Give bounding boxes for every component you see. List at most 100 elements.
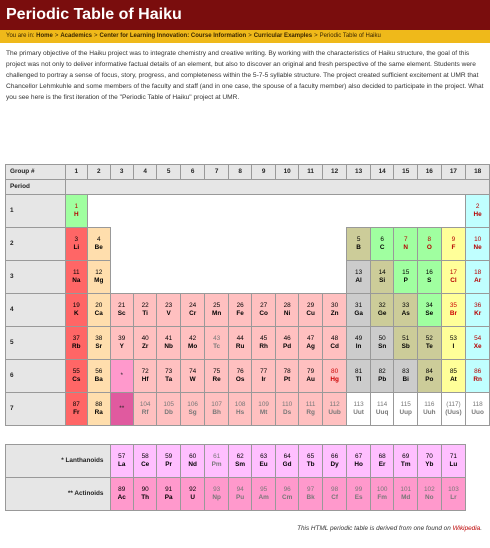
element-li[interactable]: 3 Li [64,227,89,261]
element-i[interactable]: 53 I [440,326,467,360]
element-ti[interactable]: 22 Ti [132,293,158,327]
element-zr[interactable]: 40 Zr [132,326,158,360]
element-fr[interactable]: 87 Fr [64,392,89,426]
element-po[interactable]: 84 Po [417,359,442,393]
element-tl[interactable]: 81 Tl [346,359,371,393]
element-mg[interactable]: 12 Mg [87,260,111,294]
breadcrumb-link[interactable]: Center for Learning Innovation: Course I… [99,33,247,39]
element-as[interactable]: 33 As [393,293,419,327]
element-nb[interactable]: 41 Nb [156,326,181,360]
element-rh[interactable]: 45 Rh [251,326,276,360]
element-w[interactable]: 74 W [179,359,206,393]
element-uup[interactable]: 115 Uup [393,392,419,426]
element-pd[interactable]: 46 Pd [274,326,300,360]
element-k[interactable]: 19 K [64,293,89,327]
element-sb[interactable]: 51 Sb [393,326,419,360]
element-ra[interactable]: 88 Ra [87,392,111,426]
element-cr[interactable]: 24 Cr [179,293,206,327]
element-ge[interactable]: 32 Ge [369,293,395,327]
element-nd[interactable]: 60 Nd [179,444,206,478]
element-gd[interactable]: 64 Gd [274,444,300,478]
element-sm[interactable]: 62 Sm [227,444,253,478]
element-os[interactable]: 76 Os [227,359,253,393]
element-uuo[interactable]: 118 Uuo [465,392,490,426]
element-cu[interactable]: 29 Cu [298,293,323,327]
element-v[interactable]: 23 V [156,293,181,327]
element-pa[interactable]: 91 Pa [156,477,181,511]
element-mo[interactable]: 42 Mo [179,326,206,360]
element-es[interactable]: 99 Es [346,477,371,511]
element-pt[interactable]: 78 Pt [274,359,300,393]
element-cf[interactable]: 98 Cf [321,477,348,511]
element-pu[interactable]: 94 Pu [227,477,253,511]
element-ne[interactable]: 10 Ne [465,227,490,261]
element-co[interactable]: 27 Co [251,293,276,327]
element-tb[interactable]: 65 Tb [298,444,323,478]
element-hg[interactable]: 80 Hg [321,359,348,393]
element-pb[interactable]: 82 Pb [369,359,395,393]
element-dy[interactable]: 66 Dy [321,444,348,478]
element-lr[interactable]: 103 Lr [440,477,467,511]
element-cl[interactable]: 17 Cl [440,260,467,294]
element-md[interactable]: 101 Md [393,477,419,511]
element-fe[interactable]: 26 Fe [227,293,253,327]
element-na[interactable]: 11 Na [64,260,89,294]
element-db[interactable]: 105 Db [156,392,181,426]
element-ho[interactable]: 67 Ho [346,444,371,478]
element-cm[interactable]: 96 Cm [274,477,300,511]
breadcrumb-link[interactable]: Academics [60,33,93,39]
element-la[interactable]: 57 La [109,444,134,478]
breadcrumb-link[interactable]: Home [36,33,53,39]
element-ds[interactable]: 110 Ds [274,392,300,426]
element-ba[interactable]: 56 Ba [87,359,111,393]
element-tm[interactable]: 69 Tm [393,444,419,478]
element-rg[interactable]: 111 Rg [298,392,323,426]
element-p[interactable]: 15 P [393,260,419,294]
element-tc[interactable]: 43 Tc [204,326,229,360]
element-bk[interactable]: 97 Bk [298,477,323,511]
element-ir[interactable]: 77 Ir [251,359,276,393]
element-ga[interactable]: 31 Ga [346,293,371,327]
element-he[interactable]: 2 He [465,194,490,228]
element-lu[interactable]: 71 Lu [440,444,467,478]
element-uuq[interactable]: 114 Uuq [369,392,395,426]
element-te[interactable]: 52 Te [417,326,442,360]
element-bh[interactable]: 107 Bh [204,392,229,426]
element-ta[interactable]: 73 Ta [156,359,181,393]
element-be[interactable]: 4 Be [87,227,111,261]
element-br[interactable]: 35 Br [440,293,467,327]
element-rf[interactable]: 104 Rf [132,392,158,426]
element-er[interactable]: 68 Er [369,444,395,478]
element-rn[interactable]: 86 Rn [465,359,490,393]
element-y[interactable]: 39 Y [109,326,134,360]
element-kr[interactable]: 36 Kr [465,293,490,327]
element-cs[interactable]: 55 Cs [64,359,89,393]
element-uuh[interactable]: 116 Uuh [417,392,442,426]
element-al[interactable]: 13 Al [346,260,371,294]
element-ce[interactable]: 58 Ce [132,444,158,478]
element-eu[interactable]: 63 Eu [251,444,276,478]
element-mt[interactable]: 109 Mt [251,392,276,426]
element-sr[interactable]: 38 Sr [87,326,111,360]
element-sn[interactable]: 50 Sn [369,326,395,360]
element-pm[interactable]: 61 Pm [204,444,229,478]
element-bi[interactable]: 83 Bi [393,359,419,393]
element-ar[interactable]: 18 Ar [465,260,490,294]
element-th[interactable]: 90 Th [132,477,158,511]
element-ag[interactable]: 47 Ag [298,326,323,360]
element-pr[interactable]: 59 Pr [156,444,181,478]
element-se[interactable]: 34 Se [417,293,442,327]
element-ac[interactable]: 89 Ac [109,477,134,511]
element-sg[interactable]: 106 Sg [179,392,206,426]
element-at[interactable]: 85 At [440,359,467,393]
element-s[interactable]: 16 S [417,260,442,294]
element-ca[interactable]: 20 Ca [87,293,111,327]
element-xe[interactable]: 54 Xe [465,326,490,360]
element-rb[interactable]: 37 Rb [64,326,89,360]
